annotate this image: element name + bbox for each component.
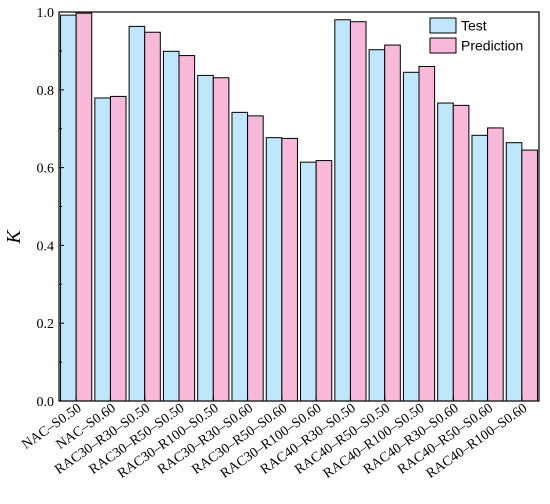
- bar-test: [300, 161, 317, 402]
- bar-test: [231, 111, 249, 402]
- legend-label-prediction: Prediction: [461, 38, 523, 54]
- y-tick-label: 0.0: [37, 395, 55, 410]
- legend: Test Prediction: [429, 17, 523, 54]
- legend-swatch-test: [429, 17, 457, 34]
- bar-prediction: [452, 104, 470, 402]
- bar-prediction: [109, 95, 127, 402]
- y-axis-label: K: [3, 229, 25, 245]
- legend-label-test: Test: [461, 18, 487, 34]
- y-tick-label: 1.0: [37, 6, 55, 21]
- y-tick-label: 0.4: [37, 239, 55, 254]
- bars-group: [60, 12, 538, 402]
- bar-prediction: [144, 31, 161, 402]
- y-tick-label: 0.8: [37, 84, 55, 99]
- bar-prediction: [75, 12, 93, 402]
- bar-prediction: [418, 65, 436, 402]
- bar-prediction: [315, 160, 333, 402]
- bar-test: [471, 134, 489, 402]
- bar-prediction: [212, 77, 230, 402]
- bar-test: [197, 74, 214, 402]
- bar-test: [162, 50, 180, 402]
- y-tick-label: 0.6: [37, 162, 55, 177]
- bar-test: [60, 14, 77, 402]
- y-tick-label: 0.2: [37, 317, 55, 332]
- bar-test: [437, 102, 454, 402]
- bar-prediction: [281, 137, 298, 402]
- bar-prediction: [487, 127, 504, 402]
- bar-prediction: [384, 44, 401, 402]
- bar-test: [334, 19, 351, 402]
- bar-prediction: [178, 55, 196, 402]
- bar-prediction: [349, 21, 367, 402]
- legend-swatch-prediction: [429, 37, 457, 54]
- y-axis: 0.0 0.2 0.4 0.6 0.8 1.0: [37, 6, 64, 410]
- bar-prediction: [521, 149, 538, 402]
- bar-prediction: [247, 115, 264, 402]
- x-axis: NAC–S0.50NAC–S0.60RAC30–R30–S0.50RAC30–R…: [19, 396, 530, 482]
- bar-test: [368, 49, 386, 402]
- bar-test: [128, 25, 146, 402]
- bar-test: [402, 71, 420, 402]
- bar-test: [265, 137, 283, 402]
- bar-test: [94, 97, 111, 402]
- bar-test: [505, 142, 523, 402]
